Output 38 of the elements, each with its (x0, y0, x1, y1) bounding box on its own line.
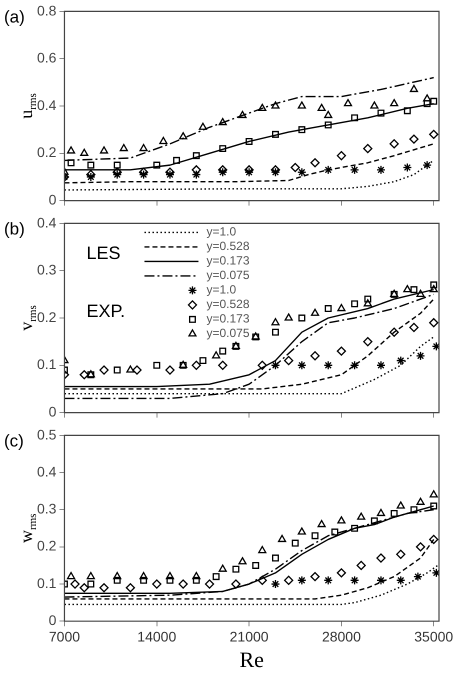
y-tick-label: 0 (48, 191, 57, 208)
legend-label: y=0.528 (206, 239, 250, 254)
x-tick-label: 7000 (48, 628, 80, 644)
y-tick-label: 0.6 (36, 50, 57, 66)
x-tick-label: 35000 (414, 628, 454, 644)
annotation: EXP. (86, 301, 126, 322)
x-tick-label: 21000 (230, 628, 269, 644)
y-tick-label: 0.4 (36, 214, 57, 230)
annotation: LES (86, 243, 120, 264)
y-tick-label: 0.2 (36, 308, 57, 325)
legend-label: y=0.528 (206, 297, 250, 312)
y-tick-label: 0.2 (36, 144, 57, 160)
y-axis-title: urms (16, 93, 39, 119)
chart-title: (c) (4, 432, 24, 451)
y-tick-label: 0 (48, 612, 57, 628)
legend-label: y=0.075 (206, 326, 250, 340)
legend-label: y=1.0 (206, 282, 236, 297)
y-tick-label: 0 (48, 403, 57, 420)
y-tick-label: 0.2 (36, 538, 57, 554)
x-tick-label: 28000 (322, 628, 362, 644)
x-tick-label: 14000 (137, 628, 176, 644)
legend-label: y=0.075 (206, 268, 250, 282)
y-tick-label: 0.1 (36, 574, 57, 591)
y-tick-label: 0.5 (36, 426, 57, 442)
chart-title: (a) (4, 8, 25, 27)
y-tick-label: 0.1 (36, 356, 57, 372)
y-tick-label: 0.3 (36, 262, 57, 278)
y-tick-label: 0.3 (36, 500, 57, 517)
y-axis-title: wrms (16, 514, 39, 544)
y-tick-label: 0.8 (36, 2, 57, 18)
legend-label: y=1.0 (206, 224, 236, 239)
y-tick-label: 0.4 (36, 96, 57, 113)
chart-title: (b) (4, 220, 25, 239)
y-tick-label: 0.4 (36, 463, 57, 480)
legend-label: y=0.173 (206, 312, 250, 326)
x-axis-title: Re (240, 646, 264, 672)
y-axis-title: vrms (16, 305, 39, 331)
legend-label: y=0.173 (206, 254, 250, 268)
